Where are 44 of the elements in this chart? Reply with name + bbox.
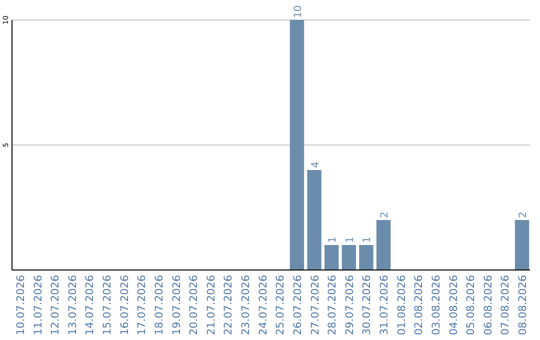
x-tick-label: 16.07.2026 bbox=[118, 274, 131, 336]
x-tick-label: 12.07.2026 bbox=[50, 274, 62, 336]
x-tick-label: 05.08.2026 bbox=[465, 274, 478, 336]
bar bbox=[290, 20, 304, 270]
x-tick-label: 29.07.2026 bbox=[344, 274, 356, 336]
x-tick-label: 25.07.2026 bbox=[274, 274, 287, 336]
x-tick-label: 14.07.2026 bbox=[84, 274, 96, 336]
x-tick-label: 07.08.2026 bbox=[500, 274, 512, 336]
data-label: 1 bbox=[344, 236, 356, 243]
x-tick-label: 28.07.2026 bbox=[326, 274, 339, 336]
x-tick-label: 17.07.2026 bbox=[136, 274, 148, 336]
bar bbox=[324, 245, 339, 270]
bar bbox=[359, 245, 374, 270]
x-tick-label: 10.07.2026 bbox=[14, 274, 27, 336]
x-tick-label: 02.08.2026 bbox=[413, 274, 426, 336]
x-tick-label: 31.07.2026 bbox=[378, 274, 391, 336]
x-tick-label: 18.07.2026 bbox=[153, 274, 166, 336]
x-tick-label: 24.07.2026 bbox=[257, 274, 270, 336]
data-label: 2 bbox=[380, 212, 391, 218]
x-tick-label: 01.08.2026 bbox=[396, 274, 408, 336]
data-label: 4 bbox=[310, 162, 322, 168]
x-tick-label: 11.07.2026 bbox=[32, 274, 44, 336]
data-label: 10 bbox=[292, 5, 304, 18]
bar bbox=[514, 220, 530, 270]
x-tick-label: 03.08.2026 bbox=[430, 274, 442, 336]
bar bbox=[376, 220, 391, 270]
data-label: 1 bbox=[328, 236, 339, 243]
x-tick-label: 22.07.2026 bbox=[222, 274, 235, 336]
x-tick-label: 15.07.2026 bbox=[102, 274, 114, 336]
x-tick-label: 26.07.2026 bbox=[292, 274, 304, 336]
x-tick-label: 13.07.2026 bbox=[66, 274, 79, 336]
x-tick-label: 20.07.2026 bbox=[188, 274, 200, 336]
x-tick-label: 04.08.2026 bbox=[448, 274, 460, 336]
data-label: 1 bbox=[362, 236, 374, 243]
bar bbox=[342, 245, 356, 270]
bar bbox=[307, 170, 322, 270]
x-tick-label: 08.08.2026 bbox=[517, 274, 530, 336]
x-tick-label: 06.08.2026 bbox=[482, 274, 494, 336]
x-tick-label: 30.07.2026 bbox=[361, 274, 374, 336]
data-label: 2 bbox=[518, 212, 530, 218]
x-tick-label: 23.07.2026 bbox=[240, 274, 252, 336]
x-tick-label: 19.07.2026 bbox=[170, 274, 183, 336]
x-tick-label: 21.07.2026 bbox=[205, 274, 218, 336]
x-tick-label: 27.07.2026 bbox=[309, 274, 322, 336]
